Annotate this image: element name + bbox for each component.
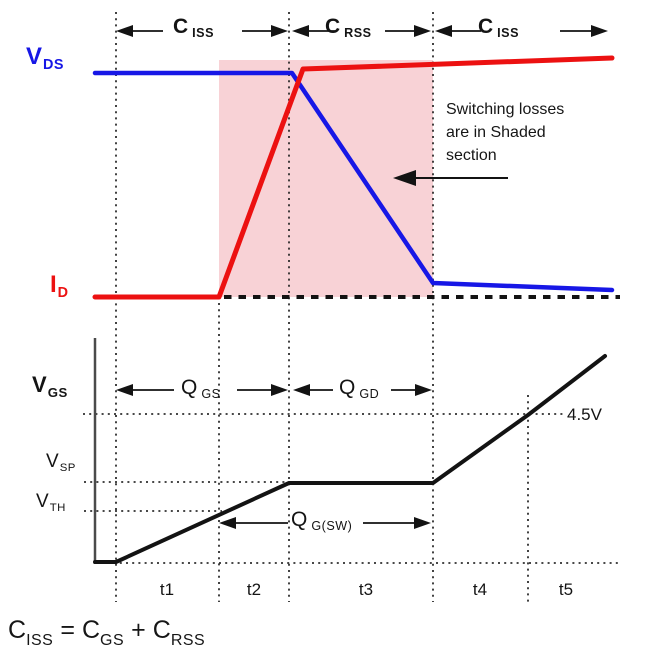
ciss1-main: C [173, 15, 189, 38]
vgs-main: V [32, 372, 47, 397]
vgs-axis-label: VGS [32, 372, 68, 399]
time-label-t3: t3 [358, 580, 374, 599]
switching-losses-note: Switching losses are in Shaded section [446, 98, 564, 167]
note-line-1: Switching losses [446, 101, 565, 118]
ciss1-arrow-left-head [116, 25, 133, 37]
qgs-sub: GS [201, 387, 221, 402]
qgsw-region-label: Q G(SW) [291, 508, 353, 534]
id-axis-label: ID [50, 271, 69, 301]
id-main: I [50, 271, 57, 298]
ciss2-arrow-right-head [591, 25, 608, 37]
formula-c2: C [81, 616, 101, 644]
vgs-sub: GS [47, 384, 68, 400]
id-sub: D [57, 285, 69, 302]
crss-sub: RSS [344, 26, 372, 41]
qgs-arrow-left-head [116, 384, 133, 396]
vsp-sub: SP [59, 461, 76, 474]
formula-c1: C [8, 616, 27, 644]
qgs-arrow-right-head [271, 384, 288, 396]
crss-arrow-left-head [292, 25, 309, 37]
ciss2-sub: ISS [497, 26, 519, 41]
qgsw-sub: G(SW) [311, 519, 353, 534]
ciss1-sub: ISS [192, 26, 214, 41]
4v5-level-label: 4.5V [567, 405, 602, 424]
id-curve [92, 55, 615, 300]
ciss-formula: CISS = CGS + CRSS [8, 616, 205, 649]
vds-curve [92, 70, 615, 293]
qgsw-main: Q [291, 508, 308, 531]
vsp-level-label: VSP [46, 451, 76, 474]
qgsw-arrow-right-head [414, 517, 431, 529]
vth-sub: TH [49, 501, 66, 514]
qgd-arrow-right-head [415, 384, 432, 396]
ciss-region-label-2: C ISS [478, 15, 519, 41]
time-label-t1: t1 [159, 580, 175, 599]
qgs-region-label: Q GS [181, 376, 221, 402]
vgs-curve [93, 354, 607, 564]
time-label-t2: t2 [246, 580, 262, 599]
qgsw-arrow-left-head [219, 517, 236, 529]
crss-main: C [325, 15, 341, 38]
formula-c3: C [152, 616, 171, 644]
time-label-t4: t4 [472, 580, 488, 599]
qgs-main: Q [181, 376, 198, 399]
formula-c2-sub: GS [100, 632, 125, 649]
vsp-main: V [46, 451, 59, 472]
ciss2-main: C [478, 15, 494, 38]
vds-axis-label: VDS [26, 43, 64, 73]
qgd-sub: GD [359, 387, 380, 402]
formula-plus: + [131, 616, 146, 644]
losses-pointer-arrow-head [393, 170, 416, 186]
ciss2-arrow-left-head [435, 25, 452, 37]
ciss1-arrow-right-head [271, 25, 288, 37]
formula-c1-sub: ISS [26, 632, 54, 649]
note-line-2: are in Shaded [446, 124, 546, 141]
vth-main: V [36, 491, 49, 512]
crss-arrow-right-head [414, 25, 431, 37]
qgd-region-label: Q GD [339, 376, 380, 402]
qgd-arrow-left-head [293, 384, 310, 396]
vth-level-label: VTH [36, 491, 66, 514]
formula-c3-sub: RSS [170, 632, 206, 649]
time-label-t5: t5 [558, 580, 574, 599]
note-line-3: section [446, 147, 497, 164]
ciss-region-label-1: C ISS [173, 15, 214, 41]
qgd-main: Q [339, 376, 356, 399]
vds-main: V [26, 43, 43, 70]
vds-sub: DS [43, 57, 65, 74]
crss-region-label: C RSS [325, 15, 372, 41]
formula-equals: = [60, 616, 75, 644]
